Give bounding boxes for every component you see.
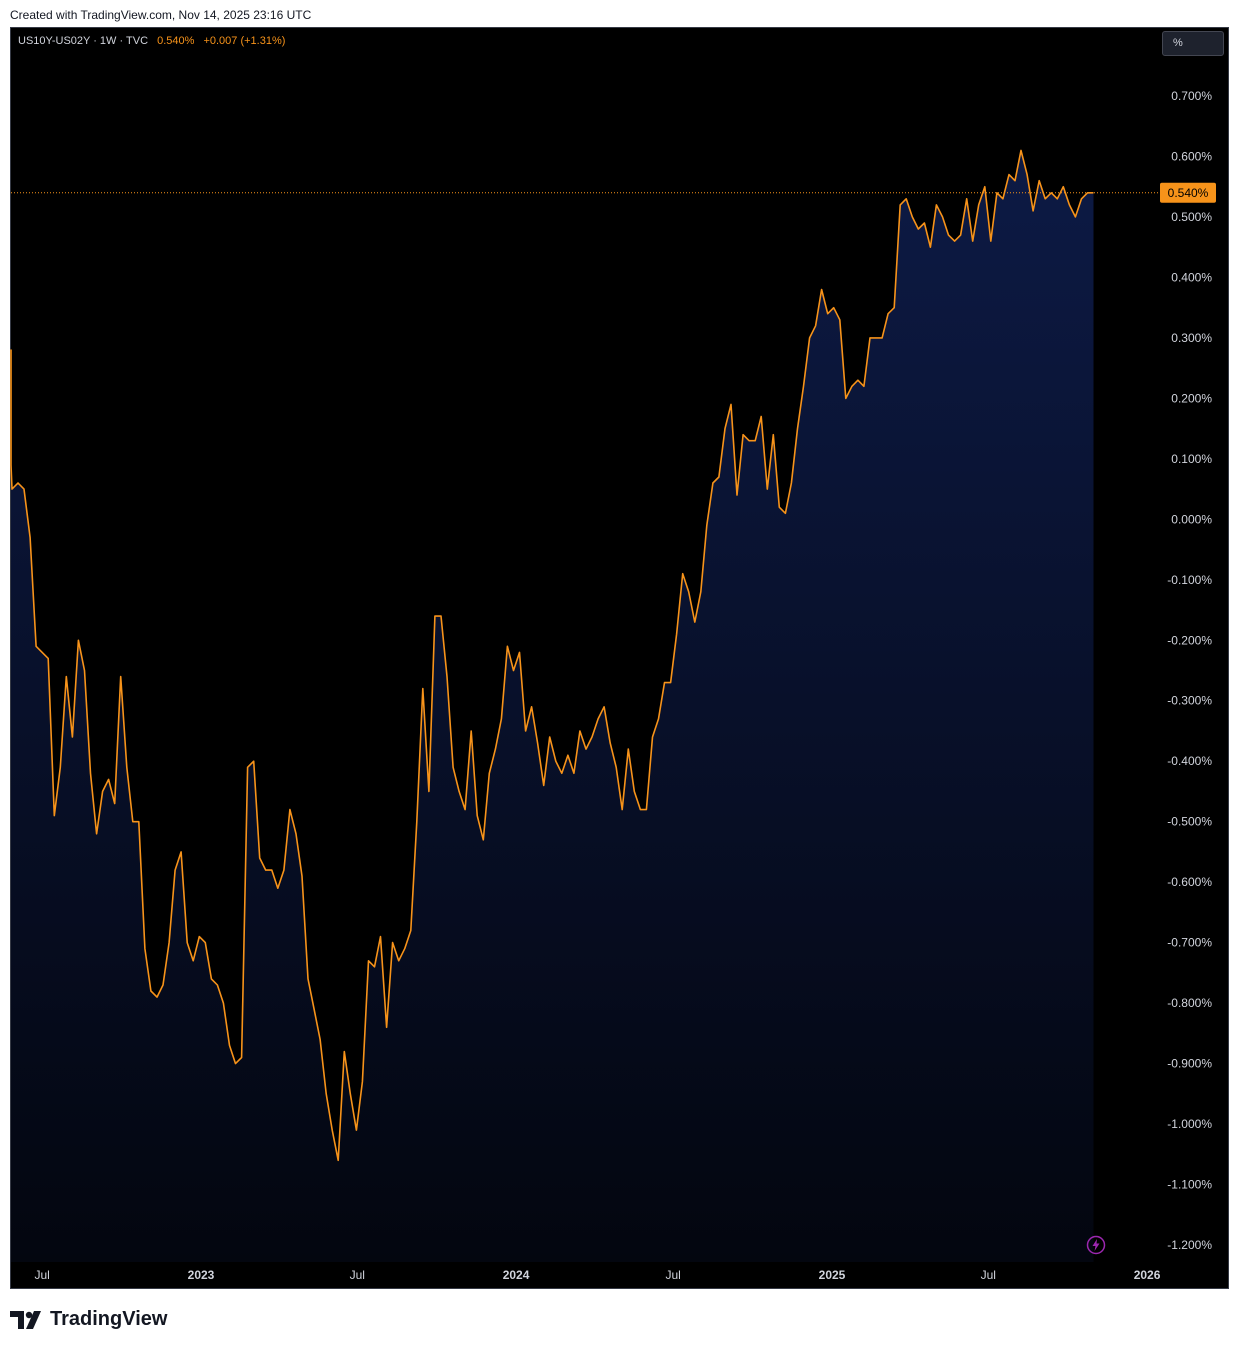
unit-selector[interactable]: %: [1162, 31, 1224, 56]
chart-legend: US10Y-US02Y · 1W · TVC 0.540% +0.007 (+1…: [18, 35, 285, 47]
x-tick-label: Jul: [350, 1268, 365, 1282]
x-tick-label: 2023: [188, 1268, 215, 1282]
y-tick-label: 0.700%: [1171, 89, 1212, 103]
legend-last-value: 0.540%: [157, 35, 195, 47]
y-tick-label: -0.900%: [1167, 1057, 1212, 1071]
header-caption: Created with TradingView.com, Nov 14, 20…: [10, 8, 312, 22]
tradingview-logo-icon: [10, 1310, 41, 1329]
x-tick-label: Jul: [34, 1268, 49, 1282]
x-tick-label: 2024: [503, 1268, 530, 1282]
footer-brand-name: TradingView: [50, 1308, 168, 1330]
y-tick-label: 0.600%: [1171, 149, 1212, 163]
y-tick-label: 0.000%: [1171, 512, 1212, 526]
x-tick-label: 2026: [1134, 1268, 1161, 1282]
y-tick-label: 0.300%: [1171, 331, 1212, 345]
y-tick-label: 0.200%: [1171, 391, 1212, 405]
x-tick-label: Jul: [665, 1268, 680, 1282]
y-tick-label: -0.600%: [1167, 875, 1212, 889]
y-tick-label: -1.000%: [1167, 1117, 1212, 1131]
x-tick-label: Jul: [981, 1268, 996, 1282]
y-tick-label: 0.100%: [1171, 452, 1212, 466]
y-tick-label: -1.200%: [1167, 1238, 1212, 1252]
last-price-tag-label: 0.540%: [1168, 186, 1209, 200]
unit-selector-label: %: [1173, 37, 1183, 49]
series-line[interactable]: [10, 149, 1094, 1162]
y-tick-label: -0.700%: [1167, 936, 1212, 950]
last-price-tag: [1160, 182, 1216, 203]
y-tick-label: 0.400%: [1171, 270, 1212, 284]
footer-brand[interactable]: TradingView: [10, 1308, 167, 1331]
series-area-fill: [11, 150, 1094, 1262]
legend-change: +0.007 (+1.31%): [203, 35, 286, 47]
legend-symbol: US10Y-US02Y · 1W · TVC: [18, 35, 149, 47]
lightning-bolt-icon[interactable]: [1086, 1235, 1106, 1255]
y-tick-label: -0.400%: [1167, 754, 1212, 768]
y-tick-label: -0.300%: [1167, 694, 1212, 708]
x-tick-label: 2025: [819, 1268, 846, 1282]
y-tick-label: -0.100%: [1167, 573, 1212, 587]
y-tick-label: -1.100%: [1167, 1178, 1212, 1192]
y-tick-label: 0.500%: [1171, 210, 1212, 224]
y-tick-label: -0.500%: [1167, 815, 1212, 829]
y-tick-label: -0.200%: [1167, 633, 1212, 647]
y-tick-label: -0.800%: [1167, 996, 1212, 1010]
